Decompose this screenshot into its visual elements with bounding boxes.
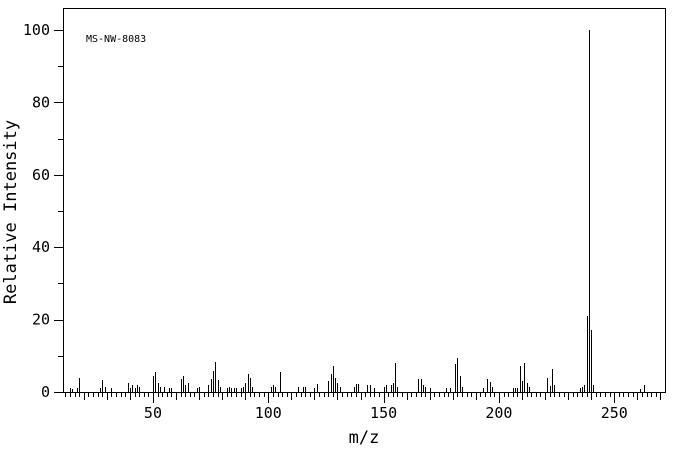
x-tick-label: 200 xyxy=(485,404,512,422)
y-tick-label: 40 xyxy=(32,238,50,256)
y-tick-label: 100 xyxy=(23,21,50,39)
plot-frame xyxy=(63,8,666,393)
axis-tick-labels: 50 100 150 200 250 0 20 40 60 80 100 xyxy=(23,21,628,422)
y-tick-label: 60 xyxy=(32,166,50,184)
peak-bars xyxy=(70,30,645,392)
y-axis-title: Relative Intensity xyxy=(1,120,21,304)
axis-ticks xyxy=(54,30,661,403)
spectrum-id-label: MS-NW-8083 xyxy=(86,34,146,45)
x-tick-label: 250 xyxy=(601,404,628,422)
x-axis-title: m/z xyxy=(349,428,380,448)
x-tick-label: 100 xyxy=(255,404,282,422)
y-tick-label: 0 xyxy=(41,383,50,401)
plot-border xyxy=(63,8,666,393)
y-tick-label: 20 xyxy=(32,311,50,329)
x-tick-label: 50 xyxy=(144,404,162,422)
x-tick-label: 150 xyxy=(370,404,397,422)
y-tick-label: 80 xyxy=(32,93,50,111)
